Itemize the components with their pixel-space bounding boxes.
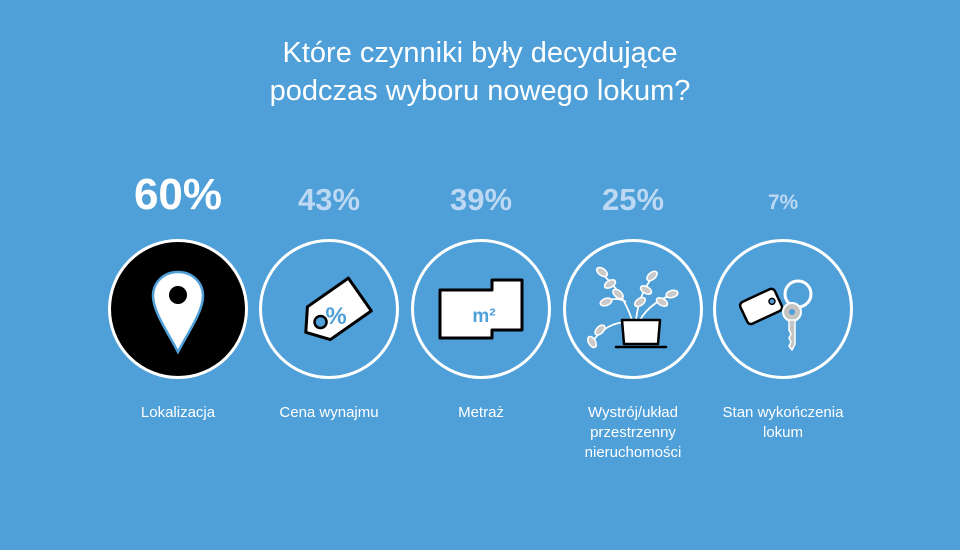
factor-label: Stan wykończenia lokum [693,403,873,443]
key-icon [738,279,813,351]
label-line: przestrzenny [590,424,676,441]
percent-value: 60% [133,170,223,219]
factor-label: Metraż [391,403,571,423]
factor-label: Wystrój/układ przestrzenny nieruchomości [543,403,723,463]
tag-percent-text: % [325,303,346,330]
factor-wystroj: 25% [553,0,713,550]
icon-circle: m² [411,239,551,379]
factor-stan-wykonczenia: 7% Stan wykończenia lokum [703,0,863,550]
icon-circle [713,239,853,379]
factor-label: Lokalizacja [88,403,268,423]
label-line: Wystrój/układ [588,404,678,421]
percent-value: 7% [767,191,799,214]
floor-plan-icon: m² [438,278,524,340]
price-tag-icon: % [304,276,373,342]
percent-value: 39% [449,182,513,217]
title-line-1: Które czynniki były decydujące [282,37,678,69]
icon-circle: % [259,239,399,379]
factor-label: Cena wynajmu [239,403,419,423]
label-line: Cena wynajmu [279,404,379,421]
label-line: Lokalizacja [140,404,216,421]
page-title: Które czynniki były decydujące podczas w… [0,34,960,110]
plant-icon [586,266,679,349]
percent-value: 25% [601,182,665,217]
icon-circle [563,239,703,379]
label-line: lokum [762,424,803,441]
percent-value: 43% [297,182,361,217]
label-line: Stan wykończenia [722,404,844,421]
area-unit-text: m² [472,306,495,327]
label-line: nieruchomości [584,444,682,461]
title-line-2: podczas wyboru nowego lokum? [269,75,691,107]
location-pin-icon [151,270,205,355]
icon-circle [108,239,248,379]
label-line: Metraż [458,404,504,421]
factor-metraz: 39% m² Metraż [401,0,561,550]
factor-lokalizacja: 60% Lokalizacja [98,0,258,550]
factor-cena-wynajmu: 43% % Cena wynajmu [249,0,409,550]
